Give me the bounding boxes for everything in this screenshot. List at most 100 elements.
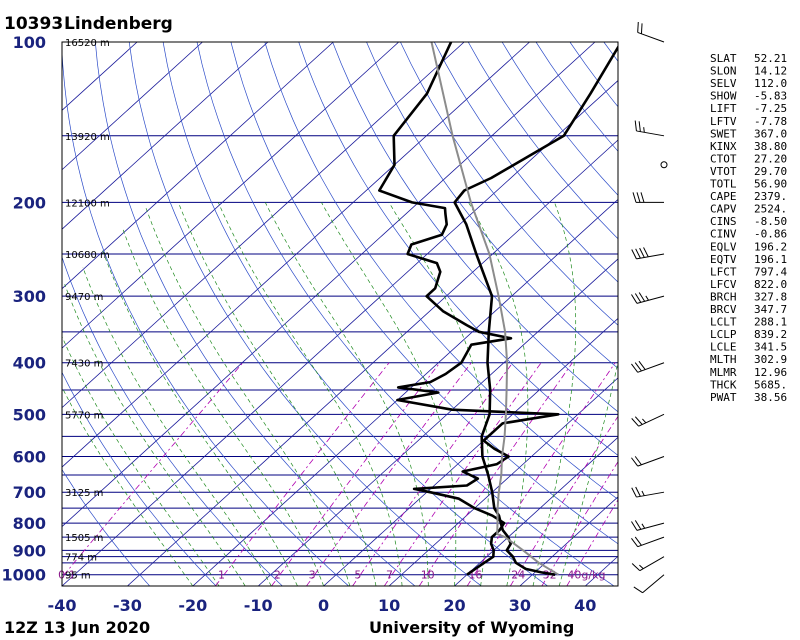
- dry-adiabat: [433, 42, 618, 283]
- mixing-ratio-label: 2: [274, 569, 281, 582]
- mixing-ratio-line: [418, 362, 573, 586]
- index-key: MLTH: [710, 353, 737, 366]
- pressure-tick-label: 200: [13, 193, 46, 212]
- moist-adiabat: [122, 229, 324, 586]
- height-labels: 16520 m 13920 m 12100 m 10680 m 9470 m 7430 m…: [65, 38, 110, 582]
- index-key: THCK: [710, 378, 737, 391]
- index-value: -5.83: [754, 90, 787, 103]
- isotherm: [62, 80, 618, 586]
- index-key: SLON: [710, 65, 737, 78]
- index-key: LCLT: [710, 316, 737, 329]
- mixing-ratio-label: 10: [421, 569, 435, 582]
- stability-indices-table: SLAT 52.21 SLON 14.12 SELV 112.0 SHOW -5.83 LIFT…: [710, 52, 787, 404]
- index-value: -7.78: [754, 115, 787, 128]
- isotherm: [62, 42, 138, 111]
- wind-barb-flag: [637, 21, 639, 33]
- index-key: CAPE: [710, 190, 737, 203]
- index-value: 341.5: [754, 341, 787, 354]
- height-label: 1505 m: [65, 533, 103, 544]
- moist-adiabat: [217, 202, 403, 586]
- isotherm: [323, 317, 618, 586]
- index-value: 797.4: [754, 265, 787, 278]
- moist-adiabat: [178, 202, 377, 586]
- temperature-profile: [453, 44, 618, 576]
- dry-adiabat: [400, 42, 618, 326]
- index-key: LCLE: [710, 341, 737, 354]
- moist-adiabat: [321, 202, 457, 586]
- temperature-tick-label: 10: [378, 596, 400, 615]
- wind-barb-flag: [634, 536, 642, 546]
- index-value: 38.80: [754, 140, 787, 153]
- calm-wind-circle: [660, 161, 668, 169]
- pressure-tick-label: 800: [13, 514, 46, 533]
- index-key: BRCH: [710, 291, 737, 304]
- wind-barb-flag: [640, 23, 643, 34]
- plot-frame: [61, 41, 619, 587]
- height-label: 3125 m: [65, 488, 103, 499]
- index-value: 52.21: [754, 52, 787, 65]
- wind-barb-staff: [636, 522, 665, 531]
- dry-adiabat: [196, 42, 615, 586]
- moist-adiabat: [64, 284, 246, 586]
- pressure-tick-label: 500: [13, 405, 46, 424]
- pressure-tick-label: 100: [13, 33, 46, 52]
- temperature-tick-label: 30: [509, 596, 531, 615]
- height-label: 95 m: [65, 571, 91, 582]
- index-value: 5685.: [754, 378, 787, 391]
- index-key: KINX: [710, 140, 737, 153]
- wind-barb-staff: [639, 556, 665, 572]
- isotherm: [127, 139, 618, 586]
- wind-barb-flag: [643, 247, 649, 257]
- mixing-ratio-label: 3: [309, 569, 316, 582]
- index-value: 12.96: [754, 366, 787, 379]
- wind-barb-flag: [634, 416, 643, 425]
- isotherm: [62, 42, 530, 468]
- mixing-ratio-line: [215, 362, 390, 586]
- wind-barb-column: [631, 21, 668, 594]
- wind-barb-flag: [634, 362, 642, 372]
- dry-adiabat: [230, 42, 618, 545]
- wind-barb-staff: [642, 574, 665, 594]
- height-label: 12100 m: [65, 198, 110, 209]
- wind-barb-flag: [631, 563, 641, 572]
- height-label: 9470 m: [65, 292, 103, 303]
- mixing-ratio-line: [509, 415, 618, 586]
- height-label: 16520 m: [65, 38, 110, 49]
- index-key: LCLP: [710, 328, 737, 341]
- index-value: 14.12: [754, 65, 787, 78]
- wind-barb-flag: [631, 294, 638, 304]
- dry-adiabat: [162, 42, 548, 586]
- dry-adiabat: [62, 371, 217, 586]
- wind-barb-flag: [634, 520, 642, 530]
- isotherm: [62, 42, 269, 230]
- wind-barb-flag: [631, 418, 639, 427]
- index-key: VTOT: [710, 165, 737, 178]
- parcel-profile: [430, 42, 560, 576]
- pressure-tick-label: 400: [13, 354, 46, 373]
- index-key: SHOW: [710, 90, 737, 103]
- wind-barb-flag: [640, 192, 645, 203]
- mixing-ratio-label: 7: [386, 569, 393, 582]
- wind-barb-flag: [634, 293, 642, 303]
- dry-adiabat: [264, 42, 618, 500]
- wind-barb-flag: [635, 486, 641, 497]
- isotherm: [454, 436, 618, 586]
- station-id: 10393: [4, 14, 63, 34]
- dry-adiabat: [332, 42, 618, 413]
- height-label: 10680 m: [65, 250, 110, 261]
- index-value: -7.25: [754, 102, 787, 115]
- moist-adiabat: [468, 202, 529, 586]
- isotherm: [62, 42, 465, 409]
- index-key: LFTV: [710, 115, 737, 128]
- index-key: CTOT: [710, 152, 737, 165]
- height-label: 7430 m: [65, 359, 103, 370]
- height-label: 5770 m: [65, 410, 103, 421]
- isotherm: [62, 42, 596, 528]
- moist-adiabat: [532, 202, 577, 586]
- dry-adiabat: [94, 42, 416, 586]
- mixing-ratio-label: 5: [354, 569, 361, 582]
- temperature-tick-label: -40: [48, 596, 77, 615]
- wind-barb-staff: [636, 130, 665, 137]
- index-key: TOTL: [710, 178, 737, 191]
